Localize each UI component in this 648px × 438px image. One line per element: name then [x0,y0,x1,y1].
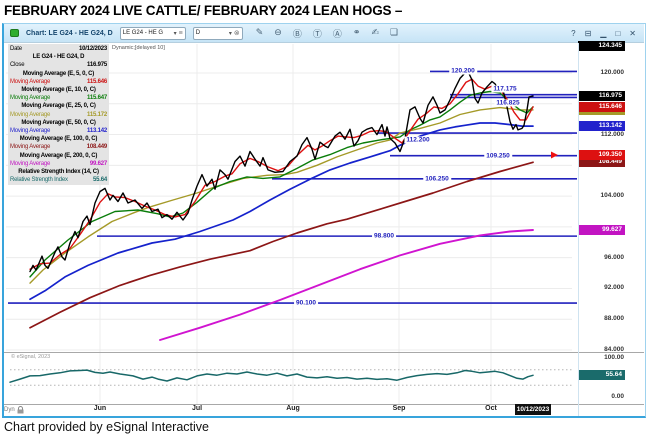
pin-window-button[interactable]: ⊟ [584,28,592,38]
draw-pencil-icon[interactable]: ✎ [255,26,264,37]
symbol-dropdown-value: LE G24 - HE G [122,30,164,36]
lock-icon [17,406,24,414]
legend-study-header: LE G24 - HE G24, D [32,54,85,61]
cursor-date-box: 10/12/2023 [515,404,551,415]
symbol-dropdown[interactable]: LE G24 - HE G ▾ ≡ [119,26,186,40]
legend-study-header: Moving Average (E, 200, 0, C) [19,152,98,159]
chart-legend-panel: Date 10/12/2023 LE G24 - HE G24, D Close 116… [8,44,109,186]
legend-study-header: Moving Average (E, 5, 0, C) [22,70,95,77]
axis-separator [4,404,644,405]
legend-value-row: Moving Average 108.449 [10,144,107,151]
legend-value-row: Moving Average 115.172 [10,111,107,118]
interval-dropdown[interactable]: D ▾ ⊗ [192,26,243,40]
connection-status-icon [10,29,19,37]
chart-attribution: Chart provided by eSignal Interactive [4,420,209,434]
legend-study-header: Moving Average (E, 25, 0, C) [21,103,96,110]
close-button[interactable]: ✕ [629,28,636,38]
legend-study-header: Relative Strength Index (14, C) [18,169,99,176]
link-icon[interactable]: ⚭ [352,26,361,37]
chevron-down-icon[interactable]: ▾ [173,30,177,37]
zoom-out-icon[interactable]: ⊖ [274,26,282,37]
edit-note-icon[interactable]: ✍ [371,26,379,37]
time-template-icon[interactable]: Ⓣ [312,28,322,39]
window-controls: ? ⊟ ▁ □ ✕ [571,29,636,38]
price-axis-separator [578,43,579,416]
clear-icon[interactable]: ⊗ [233,30,240,37]
chat-icon[interactable]: ❏ [389,26,399,37]
legend-study-header: Moving Average (E, 100, 0, C) [19,136,98,143]
legend-value-row: Moving Average 113.142 [10,128,107,135]
help-button[interactable]: ? [571,28,576,38]
legend-value-row: Date 10/12/2023 [10,46,107,52]
legend-value-row: Moving Average 99.627 [10,160,107,167]
analysis-icon[interactable]: Ⓐ [332,28,342,39]
chevron-down-icon[interactable]: ▾ [228,30,232,37]
chart-plot-area[interactable] [6,44,578,404]
dyn-label: Dyn [4,407,15,413]
panel-separator[interactable] [4,352,644,353]
bar-type-icon[interactable]: Ⓑ [292,28,302,39]
legend-value-row: Moving Average 115.646 [10,78,107,85]
legend-value-row: Moving Average 115.647 [10,95,107,102]
data-mode-note: Dynamic;[delayed 10] [112,45,165,51]
maximize-button[interactable]: □ [615,28,621,38]
window-title: Chart: LE G24 - HE G24, D [26,29,113,37]
menu-icon[interactable]: ≡ [178,29,183,37]
interval-dropdown-value: D [195,30,201,36]
minimize-button[interactable]: ▁ [600,28,607,38]
legend-study-header: Moving Average (E, 50, 0, C) [21,119,96,126]
legend-study-header: Moving Average (E, 10, 0, C) [21,87,96,94]
chart-window-titlebar: Chart: LE G24 - HE G24, D LE G24 - HE G … [4,24,644,43]
copyright-note: © eSignal, 2023 [11,354,51,360]
time-axis-mode[interactable]: Dyn [4,406,24,414]
legend-value-row: Relative Strength Index 55.64 [10,177,107,184]
legend-value-row: Close 116.975 [10,62,107,69]
chart-toolbar: ✎ ⊖ Ⓑ Ⓣ Ⓐ ⚭ ✍ ❏ [256,27,398,40]
page-title: FEBRUARY 2024 LIVE CATTLE/ FEBRUARY 2024… [4,3,403,18]
